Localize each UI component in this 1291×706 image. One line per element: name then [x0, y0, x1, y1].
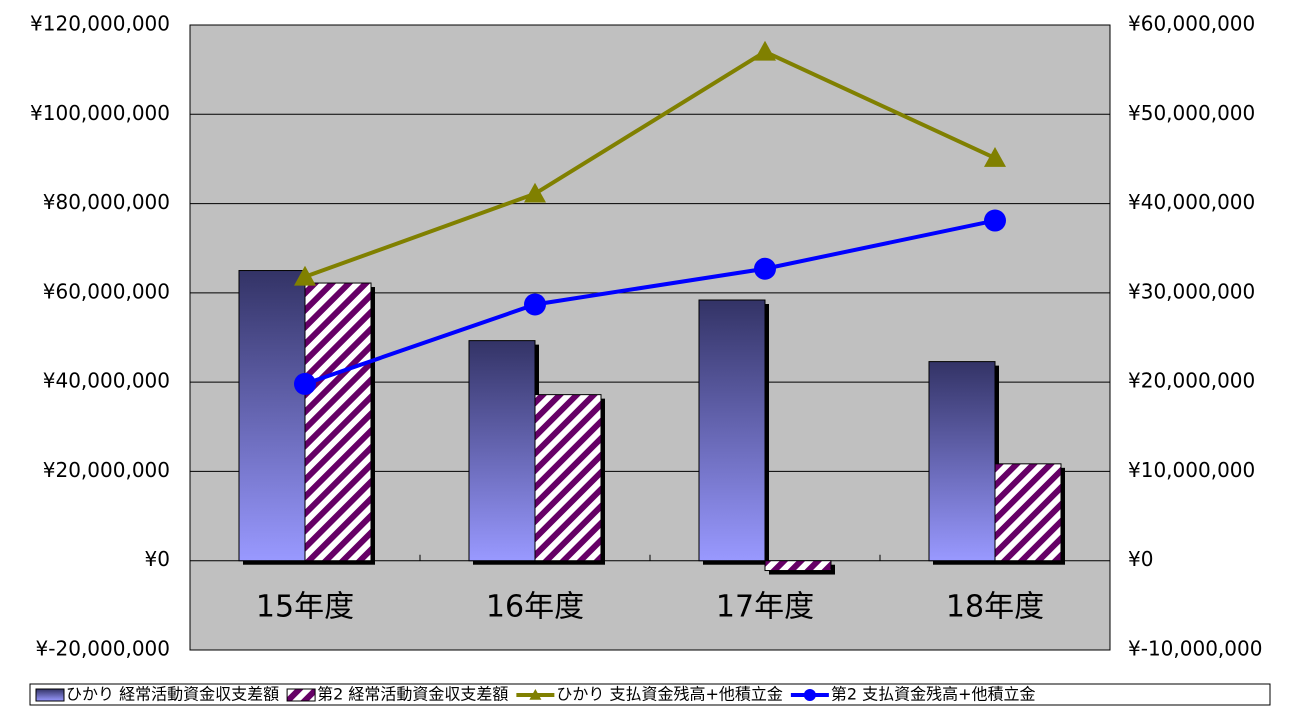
marker [529, 689, 542, 700]
y-tick-label: ¥100,000,000 [30, 101, 170, 125]
legend-label: ひかり 支払資金残高+他積立金 [556, 685, 783, 704]
x-tick-label: 17年度 [716, 590, 814, 625]
marker [294, 372, 316, 395]
y2-tick-label: ¥40,000,000 [1128, 190, 1255, 214]
line [304, 218, 996, 386]
bar [928, 361, 996, 562]
legend-label: ひかり 経常活動資金収支差額 [66, 685, 279, 704]
bar [304, 282, 372, 562]
y-tick-label: ¥20,000,000 [43, 458, 170, 482]
y-tick-label: ¥40,000,000 [43, 369, 170, 393]
bar [238, 270, 306, 562]
legend-box [29, 683, 1271, 706]
legend-swatch [35, 688, 65, 702]
y2-tick-label: ¥30,000,000 [1128, 279, 1255, 303]
y-tick-label: ¥80,000,000 [43, 190, 170, 214]
y2-tick-label: ¥-10,000,000 [1128, 637, 1262, 661]
marker [803, 689, 816, 701]
y-tick-label: ¥-20,000,000 [36, 637, 170, 661]
marker [294, 265, 316, 286]
y2-tick-label: ¥50,000,000 [1128, 101, 1255, 125]
x-tick-label: 18年度 [946, 590, 1044, 625]
x-tick-label: 15年度 [256, 590, 354, 625]
marker [984, 147, 1006, 167]
legend-swatch [286, 688, 316, 702]
legend-label: 第2 支払資金残高+他積立金 [831, 685, 1036, 704]
legend-label: 第2 経常活動資金収支差額 [317, 685, 508, 704]
marker [754, 257, 776, 280]
bar [534, 394, 602, 562]
x-tick-label: 16年度 [486, 590, 584, 625]
y2-tick-label: ¥20,000,000 [1128, 369, 1255, 393]
marker [754, 40, 776, 61]
bar [994, 463, 1062, 562]
y2-tick-label: ¥60,000,000 [1128, 12, 1255, 36]
bar [468, 340, 536, 562]
marker [524, 293, 546, 316]
y2-tick-label: ¥10,000,000 [1128, 458, 1255, 482]
bar [698, 299, 766, 562]
y-tick-label: ¥120,000,000 [30, 12, 170, 36]
bar [764, 560, 832, 572]
marker [524, 182, 546, 203]
y2-tick-label: ¥0 [1128, 547, 1153, 571]
line [304, 49, 996, 279]
y-tick-label: ¥60,000,000 [43, 279, 170, 303]
y-tick-label: ¥0 [145, 547, 170, 571]
marker [984, 209, 1006, 232]
